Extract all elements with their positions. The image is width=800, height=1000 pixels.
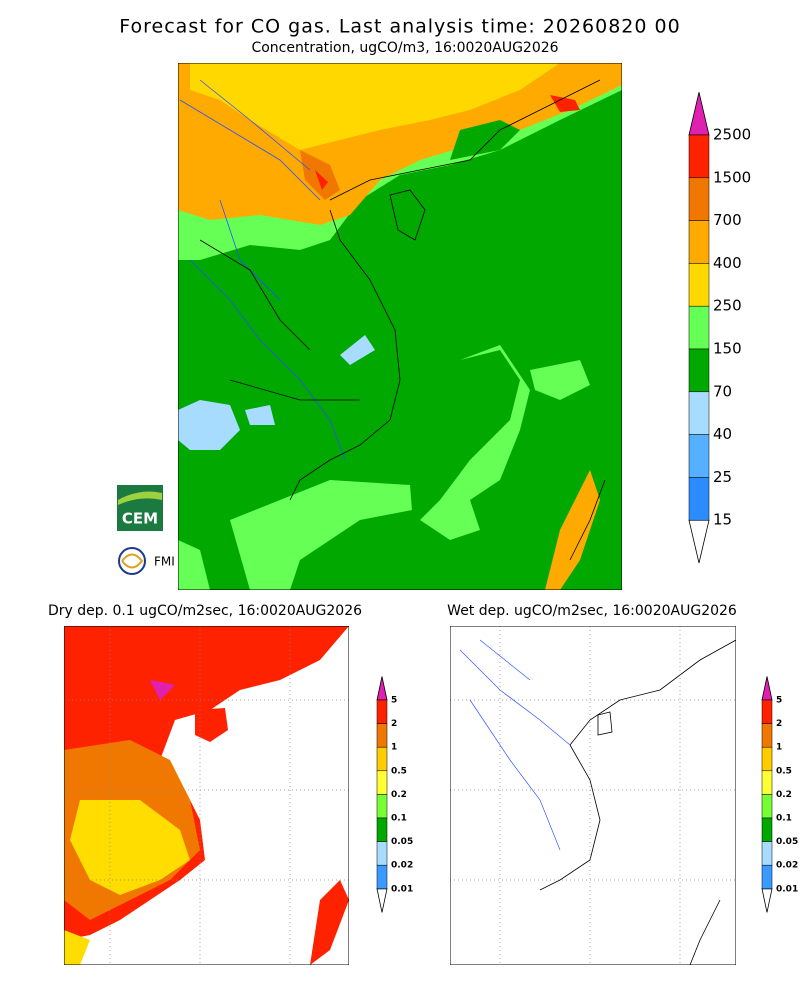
colorbar-bottom [376, 888, 388, 913]
colorbar-label: 1 [776, 743, 782, 753]
colorbar-segment [376, 699, 388, 724]
colorbar-segment [376, 841, 388, 866]
colorbar-segment [761, 770, 773, 795]
panel-title: Dry dep. 0.1 ugCO/m2sec, 16:0020AUG2026 [48, 603, 362, 619]
colorbar-segment [688, 177, 710, 221]
colorbar-segment [376, 794, 388, 819]
colorbar-label: 1 [391, 743, 397, 753]
colorbar-segment [376, 746, 388, 772]
colorbar-label: 0.5 [391, 766, 407, 776]
colorbar-label: 0.01 [776, 884, 798, 894]
concentration-map [178, 63, 622, 590]
colorbar-bottom [761, 888, 773, 913]
colorbar-segment [761, 723, 773, 748]
colorbar-label: 0.2 [391, 790, 407, 800]
colorbar-label: 40 [713, 425, 732, 443]
colorbar-label: 5 [776, 696, 782, 706]
colorbar-segment [376, 817, 388, 842]
colorbar-label: 0.2 [776, 790, 792, 800]
colorbar-label: 0.5 [776, 766, 792, 776]
colorbar-segment [376, 864, 388, 890]
colorbar-label: 25 [713, 468, 732, 486]
colorbar-label: 2500 [713, 126, 751, 144]
wet-deposition-map [450, 626, 736, 965]
colorbar-top [376, 676, 388, 701]
colorbar-segment [761, 794, 773, 819]
colorbar-label: 0.05 [776, 837, 798, 847]
logo-text: CEM [122, 510, 158, 528]
colorbar-label: 250 [713, 297, 742, 315]
colorbar-label: 5 [391, 696, 397, 706]
colorbar-label: 70 [713, 382, 732, 400]
colorbar-label: 0.02 [776, 861, 798, 871]
cem-logo: CEM [117, 485, 163, 531]
colorbar-label: 0.01 [391, 884, 413, 894]
colorbar-label: 0.1 [391, 814, 407, 824]
colorbar-segment [761, 746, 773, 772]
colorbar-segment [761, 841, 773, 866]
page-title: Forecast for CO gas. Last analysis time:… [119, 16, 680, 38]
colorbar-label: 1500 [713, 168, 751, 186]
colorbar-label: 150 [713, 340, 742, 358]
colorbar-segment [761, 817, 773, 842]
dry-deposition-map [64, 626, 349, 965]
colorbar-label: 0.05 [391, 837, 413, 847]
panel-title: Wet dep. ugCO/m2sec, 16:0020AUG2026 [447, 603, 737, 619]
colorbar-segment [688, 134, 710, 179]
colorbar-top [761, 676, 773, 701]
colorbar-label: 0.1 [776, 814, 792, 824]
colorbar-segment [688, 263, 710, 307]
fmi-logo: FMI [118, 547, 175, 575]
colorbar-segment [761, 864, 773, 890]
colorbar-bottom [688, 519, 710, 564]
colorbar-label: 0.02 [391, 861, 413, 871]
logo-text: FMI [154, 555, 175, 569]
colorbar-segment [761, 699, 773, 724]
colorbar-label: 400 [713, 254, 742, 272]
colorbar-label: 2 [391, 719, 397, 729]
colorbar-segment [376, 770, 388, 795]
colorbar-segment [688, 477, 710, 521]
colorbar-label: 700 [713, 211, 742, 229]
colorbar-segment [688, 434, 710, 478]
colorbar-segment [376, 723, 388, 748]
colorbar-segment [688, 305, 710, 350]
colorbar-label: 2 [776, 719, 782, 729]
colorbar-label: 15 [713, 511, 732, 529]
colorbar-top [688, 92, 710, 136]
colorbar-segment [688, 391, 710, 435]
colorbar-segment [688, 348, 710, 393]
colorbar-segment [688, 220, 710, 264]
panel-title: Concentration, ugCO/m3, 16:0020AUG2026 [251, 40, 558, 56]
